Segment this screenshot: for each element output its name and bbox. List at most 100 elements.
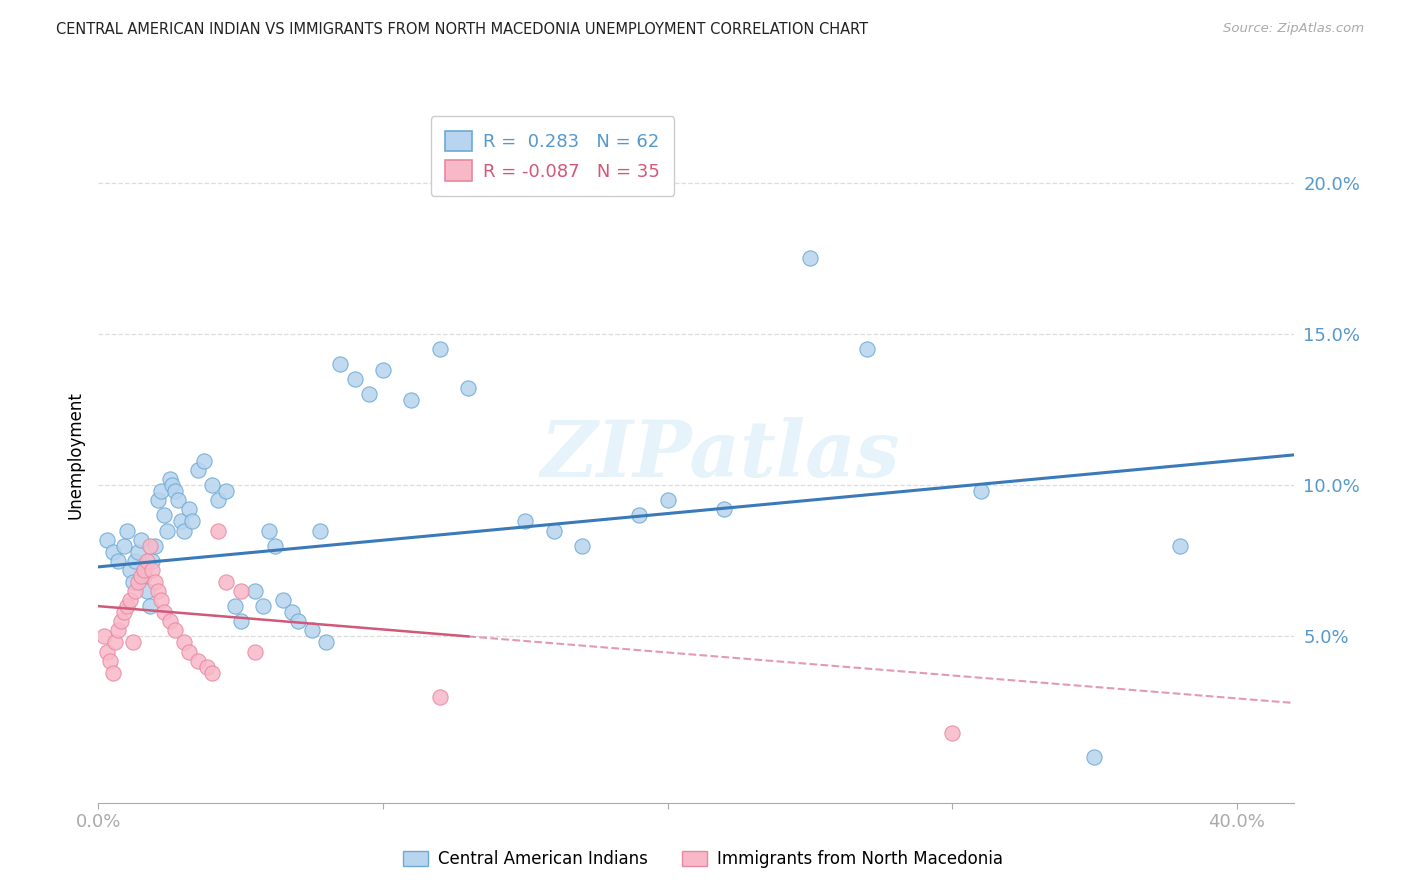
Point	[121, 635, 143, 649]
Point	[101, 545, 124, 559]
Y-axis label: Unemployment: Unemployment	[66, 391, 84, 519]
Point	[118, 593, 141, 607]
Point	[129, 533, 152, 547]
Legend: Central American Indians, Immigrants from North Macedonia: Central American Indians, Immigrants fro…	[396, 844, 1010, 875]
Point	[215, 574, 238, 589]
Point	[121, 574, 143, 589]
Point	[181, 515, 204, 529]
Point	[315, 635, 337, 649]
Point	[201, 478, 224, 492]
Point	[115, 524, 138, 538]
Point	[401, 393, 423, 408]
Point	[969, 484, 991, 499]
Point	[224, 599, 246, 614]
Point	[457, 381, 479, 395]
Point	[118, 563, 141, 577]
Point	[713, 502, 735, 516]
Point	[93, 629, 115, 643]
Point	[156, 524, 179, 538]
Point	[252, 599, 274, 614]
Point	[135, 554, 157, 568]
Point	[243, 584, 266, 599]
Point	[162, 478, 184, 492]
Point	[179, 502, 201, 516]
Point	[110, 615, 132, 629]
Point	[153, 508, 176, 523]
Point	[124, 584, 146, 599]
Point	[173, 635, 195, 649]
Point	[107, 624, 129, 638]
Point	[207, 493, 229, 508]
Text: CENTRAL AMERICAN INDIAN VS IMMIGRANTS FROM NORTH MACEDONIA UNEMPLOYMENT CORRELAT: CENTRAL AMERICAN INDIAN VS IMMIGRANTS FR…	[56, 22, 869, 37]
Point	[150, 593, 173, 607]
Point	[96, 533, 118, 547]
Point	[201, 665, 224, 680]
Point	[273, 593, 295, 607]
Point	[127, 545, 149, 559]
Point	[187, 654, 209, 668]
Point	[141, 563, 163, 577]
Point	[229, 584, 252, 599]
Point	[179, 644, 201, 658]
Point	[329, 357, 352, 371]
Point	[343, 372, 366, 386]
Point	[571, 539, 593, 553]
Point	[159, 472, 181, 486]
Point	[429, 690, 451, 704]
Point	[215, 484, 238, 499]
Point	[371, 363, 394, 377]
Point	[143, 539, 166, 553]
Point	[104, 635, 127, 649]
Point	[112, 539, 135, 553]
Point	[1083, 750, 1105, 764]
Point	[309, 524, 332, 538]
Point	[170, 515, 193, 529]
Point	[243, 644, 266, 658]
Point	[173, 524, 195, 538]
Point	[515, 515, 537, 529]
Point	[357, 387, 380, 401]
Point	[257, 524, 280, 538]
Point	[1168, 539, 1191, 553]
Point	[112, 605, 135, 619]
Text: ZIPatlas: ZIPatlas	[540, 417, 900, 493]
Point	[115, 599, 138, 614]
Point	[301, 624, 323, 638]
Point	[124, 554, 146, 568]
Point	[143, 574, 166, 589]
Point	[98, 654, 121, 668]
Point	[195, 659, 218, 673]
Point	[543, 524, 565, 538]
Point	[287, 615, 309, 629]
Point	[187, 463, 209, 477]
Point	[193, 454, 215, 468]
Point	[101, 665, 124, 680]
Point	[855, 342, 877, 356]
Point	[153, 605, 176, 619]
Point	[165, 484, 187, 499]
Point	[141, 554, 163, 568]
Point	[148, 493, 170, 508]
Point	[138, 539, 160, 553]
Point	[96, 644, 118, 658]
Point	[107, 554, 129, 568]
Point	[127, 574, 149, 589]
Point	[229, 615, 252, 629]
Point	[628, 508, 651, 523]
Legend: R =  0.283   N = 62, R = -0.087   N = 35: R = 0.283 N = 62, R = -0.087 N = 35	[430, 116, 675, 195]
Point	[167, 493, 190, 508]
Point	[159, 615, 181, 629]
Point	[429, 342, 451, 356]
Point	[799, 252, 821, 266]
Point	[657, 493, 679, 508]
Point	[132, 569, 155, 583]
Point	[148, 584, 170, 599]
Point	[138, 599, 160, 614]
Point	[135, 584, 157, 599]
Point	[165, 624, 187, 638]
Point	[281, 605, 304, 619]
Point	[150, 484, 173, 499]
Text: Source: ZipAtlas.com: Source: ZipAtlas.com	[1223, 22, 1364, 36]
Point	[263, 539, 285, 553]
Point	[129, 569, 152, 583]
